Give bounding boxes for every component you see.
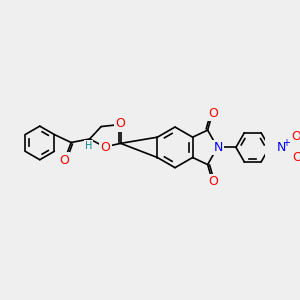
Text: H: H (85, 141, 92, 151)
Text: O: O (101, 141, 110, 154)
Text: O: O (116, 117, 126, 130)
Text: N: N (277, 141, 286, 154)
Text: O: O (208, 107, 218, 120)
Text: O: O (208, 175, 218, 188)
Text: O: O (292, 151, 300, 164)
Text: O: O (59, 154, 69, 167)
Text: O: O (291, 130, 300, 143)
Text: N: N (214, 141, 223, 154)
Text: +: + (282, 138, 290, 148)
